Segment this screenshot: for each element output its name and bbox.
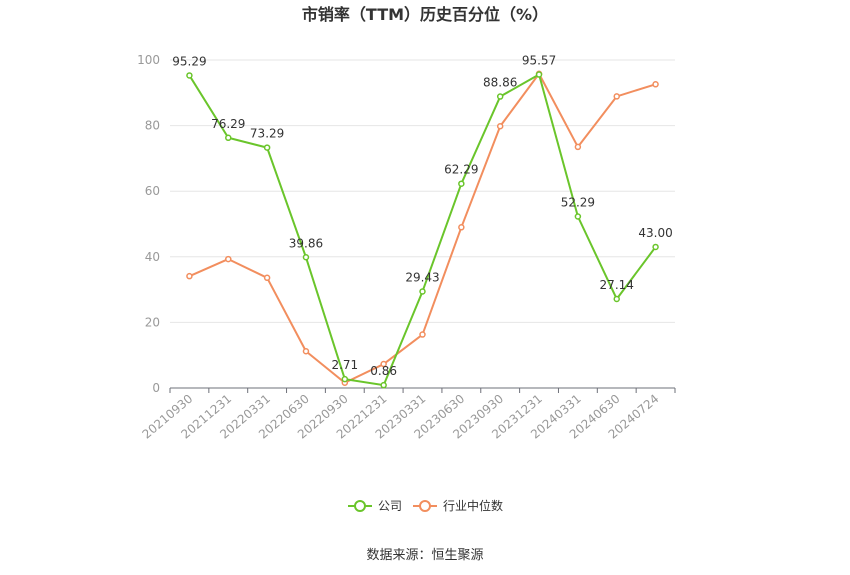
point-0-9 [535,71,543,78]
legend-company-label: 公司 [378,499,402,513]
legend-industry-marker [419,500,431,512]
data-label-12: 43.00 [638,226,672,240]
data-label-2: 73.29 [250,127,284,141]
legend-industry-label: 行业中位数 [443,498,503,513]
y-tick-label-20: 20 [145,315,160,329]
legend-item-company[interactable]: 公司 [348,499,402,513]
data-label-5: 0.86 [370,364,397,378]
y-tick-label-60: 60 [145,184,160,198]
point-1-12 [652,81,659,88]
point-1-0 [186,272,193,280]
point-1-8 [496,123,504,130]
data-label-4: 2.71 [331,358,358,372]
point-0-7 [458,180,465,187]
data-label-7: 62.29 [444,163,478,177]
point-0-4 [341,375,349,383]
y-tick-label-40: 40 [145,250,160,264]
point-0-6 [419,288,426,295]
data-label-0: 95.29 [172,54,206,68]
point-0-11 [613,295,620,303]
x-axis: 2021093020211231202203312022063020220930… [140,387,676,442]
y-axis: 0 20 40 60 80 100 [137,53,160,395]
legend[interactable]: 公司 行业中位数 [348,498,503,513]
legend-item-industry[interactable]: 行业中位数 [413,498,503,513]
data-label-1: 76.29 [211,117,245,131]
source-text: 数据来源：恒生聚源 [366,548,483,563]
point-1-2 [263,274,271,282]
point-0-5 [380,381,387,389]
point-1-6 [419,331,426,338]
point-1-10 [574,143,582,151]
data-label-3: 39.86 [289,236,323,250]
chart-title: 市销率（TTM）历史百分位（%） [302,5,548,24]
grid-lines [170,59,675,323]
point-1-7 [458,224,465,231]
point-1-3 [302,348,310,355]
data-label-10: 52.29 [561,195,595,209]
point-0-12 [652,243,659,251]
series-line-0 [188,73,657,387]
point-1-5 [380,360,387,368]
y-tick-label-80: 80 [145,119,160,133]
point-1-11 [613,93,620,100]
legend-company-marker [354,500,366,512]
point-1-1 [225,255,232,263]
point-0-2 [263,144,271,151]
data-labels: 95.29 76.29 73.29 39.86 2.71 0.86 29.43 62.29 88… [172,54,673,379]
point-0-0 [186,72,193,79]
data-label-11: 27.14 [600,278,634,292]
series-group [186,70,659,389]
point-0-8 [496,93,504,100]
y-tick-label-100: 100 [137,53,160,67]
point-0-10 [574,213,582,220]
data-label-6: 29.43 [405,270,439,284]
point-0-3 [302,254,310,261]
point-0-1 [225,134,232,142]
data-label-8: 88.86 [483,76,517,90]
y-tick-label-0: 0 [152,381,160,395]
data-label-9: 95.57 [522,54,556,68]
